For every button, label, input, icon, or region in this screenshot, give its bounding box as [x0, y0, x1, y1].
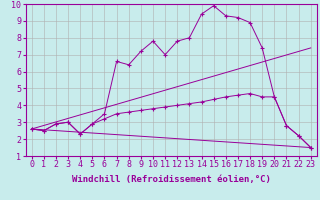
X-axis label: Windchill (Refroidissement éolien,°C): Windchill (Refroidissement éolien,°C)	[72, 175, 271, 184]
